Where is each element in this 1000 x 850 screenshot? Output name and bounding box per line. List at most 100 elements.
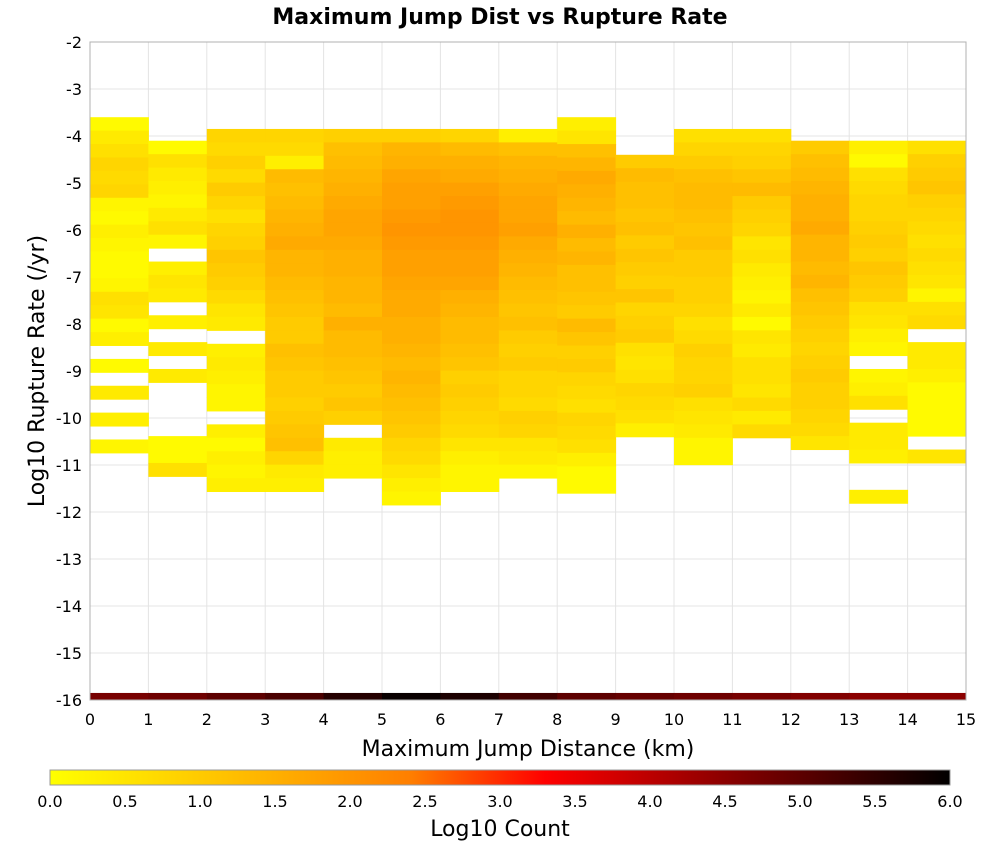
heatmap-cell bbox=[790, 395, 850, 410]
heatmap-cell bbox=[674, 397, 733, 412]
band-cell bbox=[265, 692, 325, 700]
heatmap-cell bbox=[674, 169, 733, 184]
band-cell bbox=[498, 692, 558, 700]
colorbar-tick-label: 6.0 bbox=[937, 792, 962, 811]
heatmap-cell bbox=[849, 207, 909, 222]
colorbar bbox=[49, 769, 951, 786]
heatmap-cell bbox=[732, 303, 792, 318]
heatmap-cell bbox=[674, 236, 733, 251]
band-cell bbox=[790, 692, 850, 700]
heatmap-cell bbox=[323, 142, 383, 157]
heatmap-cell bbox=[90, 144, 149, 158]
heatmap-cell bbox=[323, 263, 383, 278]
heatmap-cell bbox=[265, 236, 325, 251]
heatmap-cell bbox=[382, 182, 441, 197]
y-tick-label: -16 bbox=[56, 691, 82, 710]
x-axis-label: Maximum Jump Distance (km) bbox=[362, 737, 695, 762]
heatmap-cell bbox=[206, 478, 266, 493]
heatmap-cell bbox=[732, 397, 792, 412]
heatmap-cell bbox=[732, 196, 792, 211]
band-cell bbox=[323, 692, 383, 700]
heatmap-cell bbox=[90, 318, 149, 333]
heatmap-cell bbox=[148, 436, 208, 451]
heatmap-cell bbox=[557, 157, 617, 172]
heatmap-cell bbox=[382, 424, 441, 439]
heatmap-cell bbox=[615, 275, 675, 290]
heatmap-cell bbox=[323, 196, 383, 211]
heatmap-cell bbox=[206, 276, 266, 291]
heatmap-cell bbox=[849, 221, 909, 236]
heatmap-cell bbox=[440, 209, 500, 224]
heatmap-cell bbox=[557, 305, 617, 320]
heatmap-cell bbox=[615, 195, 675, 210]
heatmap-cell bbox=[849, 395, 909, 410]
heatmap-cell bbox=[265, 464, 325, 479]
colorbar-tick-label: 3.5 bbox=[562, 792, 587, 811]
heatmap-cell bbox=[382, 303, 441, 318]
x-tick-label: 3 bbox=[260, 710, 270, 729]
heatmap-cell bbox=[323, 464, 383, 479]
heatmap-cell bbox=[148, 315, 208, 330]
heatmap-cell bbox=[849, 382, 909, 397]
heatmap-cell bbox=[790, 221, 850, 236]
heatmap-cell bbox=[440, 263, 500, 278]
heatmap-cell bbox=[90, 170, 149, 185]
heatmap-cell bbox=[790, 315, 850, 330]
heatmap-cell bbox=[674, 263, 733, 278]
heatmap-cell bbox=[206, 155, 266, 170]
heatmap-cell bbox=[382, 316, 441, 331]
heatmap-cell bbox=[557, 412, 617, 427]
heatmap-cell bbox=[265, 424, 325, 439]
heatmap-cell bbox=[498, 330, 558, 345]
y-tick-label: -9 bbox=[66, 362, 82, 381]
x-tick-label: 1 bbox=[143, 710, 153, 729]
heatmap-cell bbox=[790, 140, 850, 155]
heatmap-cell bbox=[790, 355, 850, 370]
heatmap-cell bbox=[265, 478, 325, 493]
heatmap-cell bbox=[265, 303, 325, 318]
heatmap-cell bbox=[90, 157, 149, 172]
heatmap-cell bbox=[849, 154, 909, 169]
heatmap-cell bbox=[323, 343, 383, 358]
heatmap-cell bbox=[674, 142, 733, 157]
heatmap-cell bbox=[557, 452, 617, 467]
colorbar-tick-label: 2.5 bbox=[412, 792, 437, 811]
heatmap-cell bbox=[206, 236, 266, 251]
heatmap-cell bbox=[732, 155, 792, 170]
heatmap-cell bbox=[206, 397, 266, 412]
y-tick-label: -10 bbox=[56, 409, 82, 428]
heatmap-cell bbox=[498, 303, 558, 318]
heatmap-cell bbox=[440, 478, 500, 493]
heatmap-cell bbox=[498, 370, 558, 385]
band-cell bbox=[557, 692, 617, 700]
heatmap-cell bbox=[732, 169, 792, 184]
heatmap-cell bbox=[557, 479, 617, 494]
heatmap-cell bbox=[732, 370, 792, 385]
heatmap-cell bbox=[382, 343, 441, 358]
heatmap-cell bbox=[206, 209, 266, 224]
heatmap-cell bbox=[323, 410, 383, 425]
heatmap-cell bbox=[206, 303, 266, 318]
heatmap-cell bbox=[265, 343, 325, 358]
heatmap-cell bbox=[907, 274, 967, 289]
heatmap-cell bbox=[90, 278, 149, 293]
heatmap-cell bbox=[557, 291, 617, 306]
heatmap-cell bbox=[323, 370, 383, 385]
heatmap-cell bbox=[206, 424, 266, 439]
heatmap-cell bbox=[323, 316, 383, 331]
heatmap-cell bbox=[615, 154, 675, 169]
heatmap-cell bbox=[907, 167, 967, 182]
heatmap-cell bbox=[265, 155, 325, 170]
heatmap-cell bbox=[907, 261, 967, 276]
heatmap-cell bbox=[907, 221, 967, 236]
heatmap-cell bbox=[440, 182, 500, 197]
heatmap-cell bbox=[674, 357, 733, 372]
heatmap-cell bbox=[440, 357, 500, 372]
y-tick-label: -6 bbox=[66, 221, 82, 240]
y-tick-label: -2 bbox=[66, 33, 82, 52]
heatmap-cell bbox=[849, 167, 909, 182]
heatmap-cell bbox=[557, 238, 617, 252]
heatmap-cell bbox=[440, 437, 500, 452]
heatmap-cell bbox=[557, 264, 617, 279]
heatmap-cell bbox=[849, 422, 909, 437]
